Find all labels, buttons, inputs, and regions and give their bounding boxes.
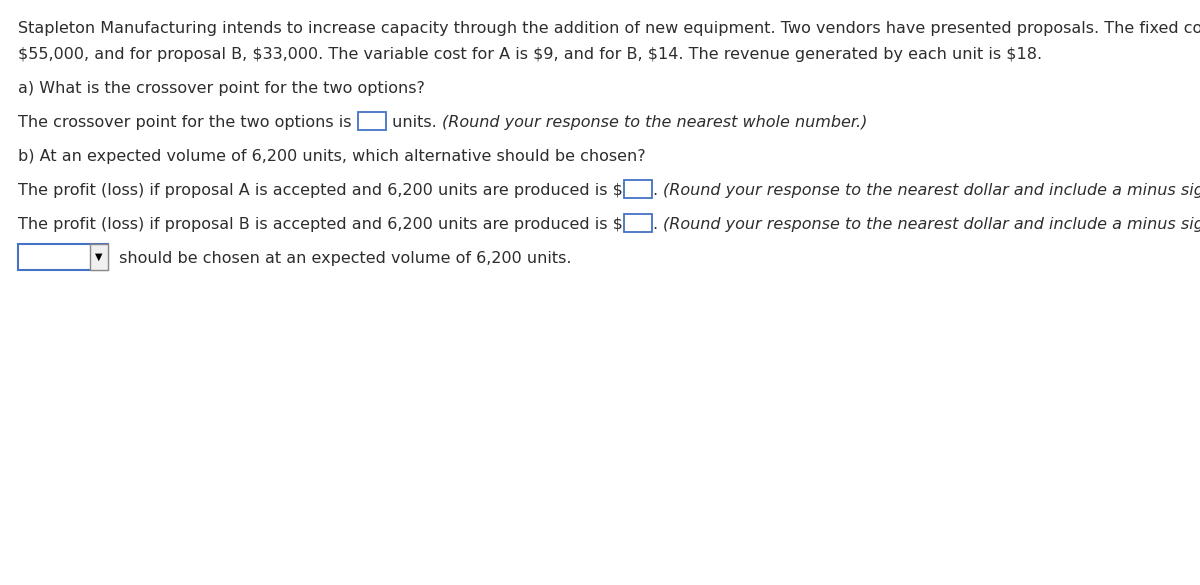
Text: units.: units. <box>386 115 442 130</box>
Text: $55,000, and for proposal B, $33,000. The variable cost for A is $9, and for B, : $55,000, and for proposal B, $33,000. Th… <box>18 47 1042 62</box>
Text: The profit (loss) if proposal B is accepted and 6,200 units are produced is $: The profit (loss) if proposal B is accep… <box>18 216 623 232</box>
Text: a) What is the crossover point for the two options?: a) What is the crossover point for the t… <box>18 81 425 96</box>
Bar <box>18 244 108 270</box>
Text: should be chosen at an expected volume of 6,200 units.: should be chosen at an expected volume o… <box>114 251 571 266</box>
Bar <box>624 180 652 198</box>
Text: (Round your response to the nearest dollar and include a minus sign if necessary: (Round your response to the nearest doll… <box>664 183 1200 198</box>
Bar <box>624 214 652 232</box>
Text: b) At an expected volume of 6,200 units, which alternative should be chosen?: b) At an expected volume of 6,200 units,… <box>18 149 646 164</box>
Bar <box>358 112 385 130</box>
Text: (Round your response to the nearest dollar and include a minus sign if necessary: (Round your response to the nearest doll… <box>664 216 1200 232</box>
Bar <box>90 244 108 270</box>
Text: Stapleton Manufacturing intends to increase capacity through the addition of new: Stapleton Manufacturing intends to incre… <box>18 20 1200 36</box>
Text: .: . <box>653 183 664 198</box>
Text: (Round your response to the nearest whole number.): (Round your response to the nearest whol… <box>442 115 866 130</box>
Text: ▼: ▼ <box>95 252 103 262</box>
Text: .: . <box>653 216 664 232</box>
Text: The profit (loss) if proposal A is accepted and 6,200 units are produced is $: The profit (loss) if proposal A is accep… <box>18 183 623 198</box>
Text: The crossover point for the two options is: The crossover point for the two options … <box>18 115 356 130</box>
